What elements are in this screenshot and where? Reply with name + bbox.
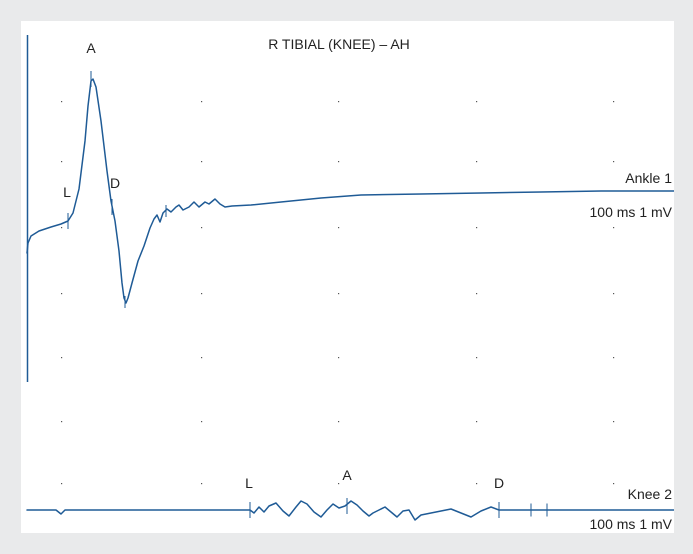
grid-dot bbox=[338, 357, 340, 359]
grid-dot bbox=[61, 161, 63, 163]
grid-dot bbox=[201, 421, 203, 423]
grid-dot bbox=[613, 293, 615, 295]
ankle-1-markers: L A D bbox=[63, 40, 167, 308]
grid-dots bbox=[61, 101, 615, 485]
grid-dot bbox=[613, 483, 615, 485]
grid-dot bbox=[338, 483, 340, 485]
knee-2-marker-label-a: A bbox=[342, 467, 352, 483]
grid-dot bbox=[476, 483, 478, 485]
grid-dot bbox=[476, 293, 478, 295]
grid-dot bbox=[613, 227, 615, 229]
grid-dot bbox=[201, 161, 203, 163]
grid-dot bbox=[201, 101, 203, 103]
grid-dot bbox=[201, 357, 203, 359]
ankle-1-channel-label: Ankle 1 bbox=[625, 170, 672, 186]
grid-dot bbox=[476, 357, 478, 359]
grid-dot bbox=[338, 161, 340, 163]
grid-dot bbox=[61, 293, 63, 295]
ankle-1-marker-label-a: A bbox=[86, 40, 96, 56]
knee-2-marker-label-l: L bbox=[245, 475, 253, 491]
grid-dot bbox=[338, 421, 340, 423]
grid-dot bbox=[476, 421, 478, 423]
grid-dot bbox=[476, 161, 478, 163]
grid-dot bbox=[201, 483, 203, 485]
channel-ankle-1: L A D Ankle 1 100 ms 1 mV bbox=[26, 40, 674, 308]
ankle-1-scale-label: 100 ms 1 mV bbox=[590, 204, 673, 220]
ankle-1-marker-label-d: D bbox=[110, 175, 120, 191]
grid-dot bbox=[61, 101, 63, 103]
knee-2-trace bbox=[26, 500, 674, 521]
grid-dot bbox=[613, 421, 615, 423]
grid-dot bbox=[61, 227, 63, 229]
knee-2-scale-label: 100 ms 1 mV bbox=[590, 516, 673, 532]
ankle-1-trace bbox=[26, 78, 674, 304]
grid-dot bbox=[338, 101, 340, 103]
grid-dot bbox=[201, 227, 203, 229]
grid-dot bbox=[61, 357, 63, 359]
grid-dot bbox=[613, 101, 615, 103]
grid-dot bbox=[476, 227, 478, 229]
grid-dot bbox=[613, 357, 615, 359]
grid-dot bbox=[201, 293, 203, 295]
grid-dot bbox=[338, 227, 340, 229]
knee-2-channel-label: Knee 2 bbox=[628, 486, 673, 502]
ncs-waveform-chart: R TIBIAL (KNEE) – AH L A D Ankle 1 100 ms … bbox=[26, 35, 674, 532]
grid-dot bbox=[338, 293, 340, 295]
grid-dot bbox=[61, 483, 63, 485]
chart-title: R TIBIAL (KNEE) – AH bbox=[268, 36, 410, 52]
ankle-1-marker-label-l: L bbox=[63, 184, 71, 200]
waveform-panel: R TIBIAL (KNEE) – AH L A D Ankle 1 100 ms … bbox=[21, 21, 674, 533]
grid-dot bbox=[476, 101, 478, 103]
knee-2-marker-label-d: D bbox=[494, 475, 504, 491]
grid-dot bbox=[61, 421, 63, 423]
grid-dot bbox=[613, 161, 615, 163]
channel-knee-2: L A D Knee 2 100 ms 1 mV bbox=[26, 467, 674, 532]
